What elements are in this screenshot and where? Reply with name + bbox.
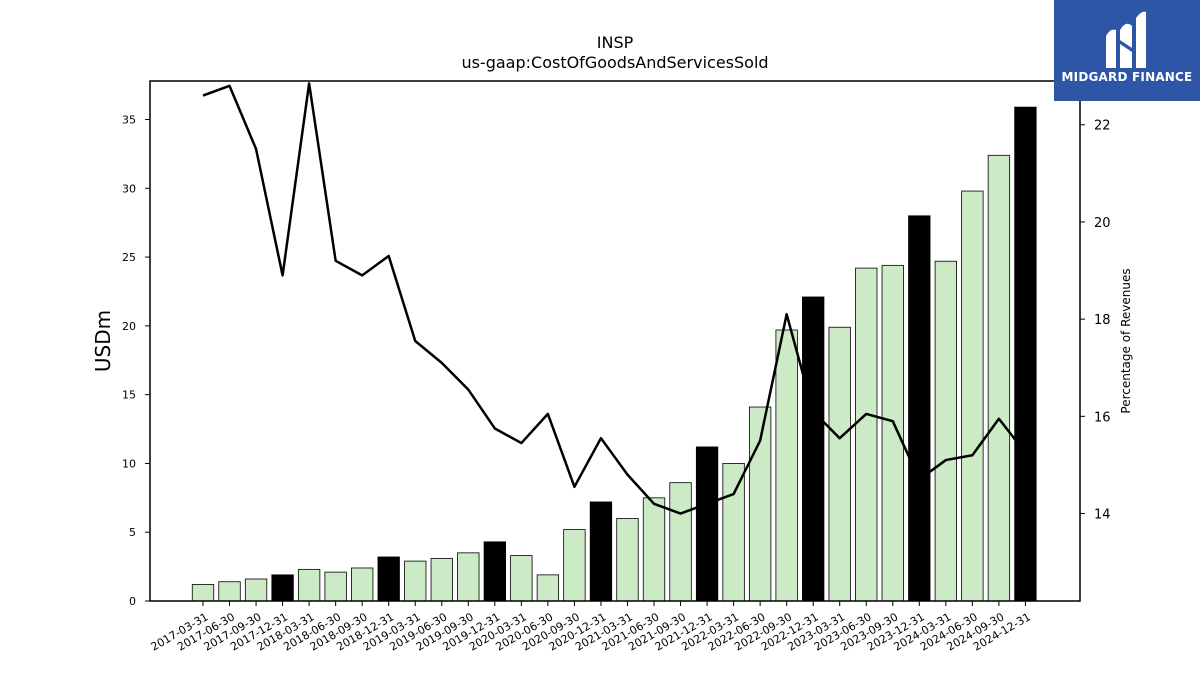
y-axis-left: 0 5 10 15 20 25 30 35 (122, 114, 150, 608)
bar-2024-06-30 (961, 190, 984, 602)
bar-2019-12-31 (483, 541, 506, 602)
bar-2017-12-31 (271, 574, 294, 602)
line-group (202, 82, 1027, 515)
bar-2024-03-31 (934, 260, 957, 602)
y-tick-label-right: 22 (1094, 119, 1111, 134)
y-tick-label-right: 14 (1094, 508, 1111, 523)
bars-group (191, 106, 1037, 602)
bar-2023-06-30 (855, 267, 878, 602)
bar-2017-03-31 (191, 584, 215, 602)
bar-2020-09-30 (563, 529, 586, 602)
bar-2021-12-31 (695, 446, 719, 602)
percentage-line (202, 82, 1027, 515)
y-tick-label-left: 10 (122, 457, 136, 470)
bar-2023-09-30 (881, 264, 904, 602)
y-axis-label-right: Percentage of Revenues (1119, 268, 1133, 413)
y-tick-label-left: 0 (129, 595, 136, 608)
bar-2017-06-30 (218, 581, 241, 602)
bar-2022-12-31 (802, 296, 825, 602)
bar-2019-06-30 (430, 557, 453, 602)
bar-2020-03-31 (510, 555, 533, 602)
plot-frame (149, 80, 1081, 602)
bar-2021-06-30 (642, 497, 666, 602)
bar-2018-09-30 (351, 567, 374, 602)
bar-2024-12-31 (1014, 106, 1037, 602)
logo-text: MIDGARD FINANCE (1061, 70, 1193, 84)
bar-2022-09-30 (775, 329, 798, 602)
chart-title: INSP (597, 33, 634, 52)
y-tick-label-left: 20 (122, 320, 136, 333)
bar-2019-09-30 (457, 552, 480, 602)
y-tick-label-right: 18 (1094, 313, 1111, 328)
y-tick-label-right: 16 (1094, 410, 1111, 425)
bar-2018-12-31 (377, 556, 400, 602)
y-tick-label-left: 15 (122, 389, 136, 402)
y-tick-label-left: 30 (122, 182, 136, 195)
x-axis: 2017-03-312017-06-302017-09-302017-12-31… (149, 601, 1033, 654)
y-tick-label-left: 25 (122, 251, 136, 264)
y-tick-label-right: 20 (1094, 216, 1111, 231)
bar-2021-09-30 (669, 482, 692, 602)
bar-2019-03-31 (404, 560, 427, 602)
bar-2023-03-31 (828, 326, 851, 602)
bar-2020-12-31 (589, 501, 613, 602)
y-axis-label-left: USDm (91, 310, 115, 372)
bar-2022-03-31 (722, 463, 745, 602)
bar-2020-06-30 (536, 574, 560, 602)
y-tick-label-left: 5 (129, 526, 136, 539)
y-tick-label-left: 35 (122, 114, 136, 127)
midgard-logo-icon (1106, 11, 1146, 69)
bar-2024-09-30 (987, 154, 1011, 602)
y-axis-right: 14 16 18 20 22 (1080, 119, 1111, 523)
bar-2018-06-30 (324, 571, 347, 602)
midgard-finance-logo: MIDGARD FINANCE (1054, 0, 1200, 101)
bar-2021-03-31 (616, 518, 639, 602)
chart-subtitle: us-gaap:CostOfGoodsAndServicesSold (461, 53, 768, 72)
bar-2023-12-31 (908, 215, 931, 602)
bar-2017-09-30 (244, 578, 268, 602)
bar-2018-03-31 (297, 568, 321, 602)
